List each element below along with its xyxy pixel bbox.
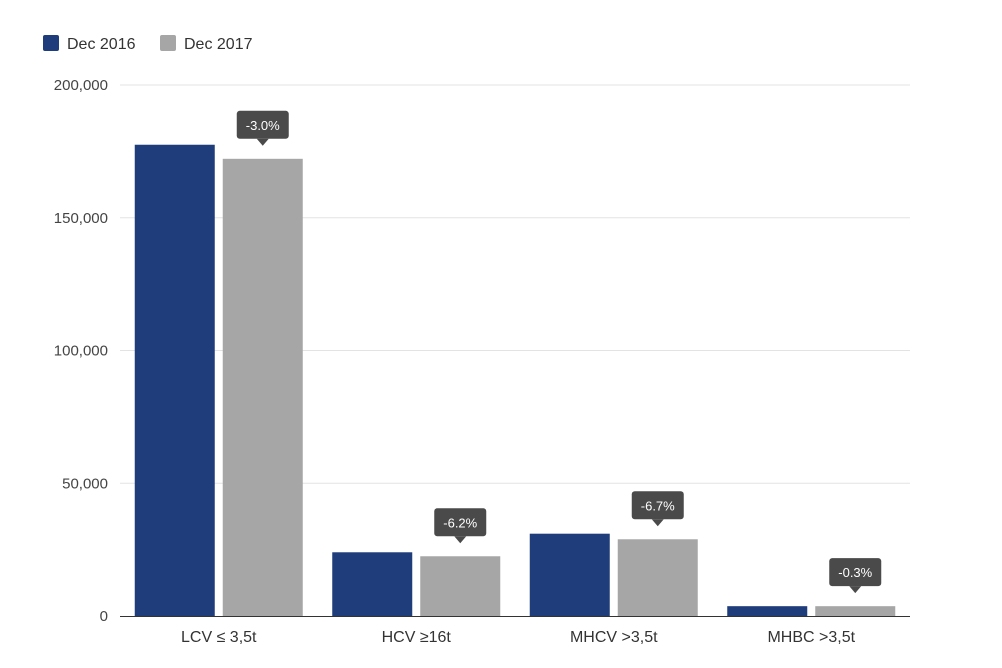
bar-dec-2016 [332, 552, 413, 616]
bar-dec-2017 [222, 158, 303, 616]
annotation-label: -6.7% [641, 498, 675, 513]
legend: Dec 2016 Dec 2017 [43, 35, 253, 53]
y-tick-label: 100,000 [54, 343, 108, 360]
annotation-pointer [454, 536, 467, 544]
annotation-label: -6.2% [443, 515, 477, 530]
change-annotation: -3.0% [236, 110, 289, 146]
x-tick-label: LCV ≤ 3,5t [181, 629, 257, 646]
y-tick-label: 200,000 [54, 77, 108, 94]
bar-dec-2016 [134, 144, 215, 617]
bar-dec-2017 [420, 556, 501, 616]
change-annotation: -6.2% [434, 508, 487, 544]
bar-dec-2017 [815, 606, 896, 616]
bar-dec-2016 [529, 533, 610, 616]
legend-label: Dec 2016 [67, 36, 136, 53]
change-annotations: -3.0% -6.2% -6.7% -0.3% [236, 110, 882, 594]
legend-label: Dec 2017 [184, 36, 253, 53]
change-annotation: -6.7% [631, 491, 684, 527]
y-tick-label: 50,000 [62, 475, 108, 492]
annotation-box [236, 110, 289, 139]
bars [134, 144, 896, 617]
annotation-label: -0.3% [838, 565, 872, 580]
legend-item: Dec 2017 [160, 35, 253, 53]
annotation-pointer [849, 586, 862, 594]
change-annotation: -0.3% [829, 558, 882, 594]
y-tick-label: 150,000 [54, 210, 108, 227]
annotation-pointer [256, 138, 269, 146]
annotation-box [631, 491, 684, 520]
x-tick-label: HCV ≥16t [382, 629, 452, 646]
annotation-box [434, 508, 487, 537]
bar-dec-2016 [727, 606, 808, 616]
annotation-pointer [651, 519, 664, 527]
y-tick-label: 0 [100, 608, 108, 625]
x-tick-label: MHBC >3,5t [767, 629, 855, 646]
annotation-box [829, 558, 882, 587]
y-axis-ticks: 0 50,000 100,000 150,000 200,000 [54, 77, 108, 625]
legend-swatch [43, 35, 59, 51]
x-tick-label: MHCV >3,5t [570, 629, 658, 646]
x-axis-labels: LCV ≤ 3,5t HCV ≥16t MHCV >3,5t MHBC >3,5t [181, 629, 856, 646]
annotation-label: -3.0% [246, 118, 280, 133]
bar-dec-2017 [617, 539, 698, 616]
legend-swatch [160, 35, 176, 51]
legend-item: Dec 2016 [43, 35, 136, 53]
